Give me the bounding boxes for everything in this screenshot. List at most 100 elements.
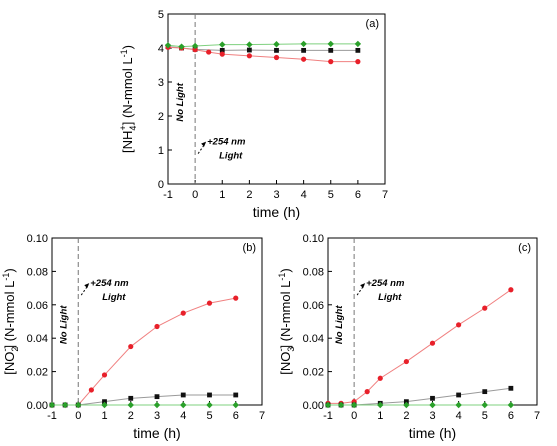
x-tick-label: 1 xyxy=(219,189,225,201)
series-3-point xyxy=(350,401,358,409)
y-tick-label: 3 xyxy=(158,77,164,89)
y-tick-label: 0.06 xyxy=(303,300,324,312)
x-axis-title: time (h) xyxy=(253,204,300,220)
series-1-point xyxy=(456,322,462,328)
series-2-point xyxy=(273,54,280,61)
x-axis-title: time (h) xyxy=(133,425,180,441)
series-3-point xyxy=(232,401,239,409)
x-tick-label: 3 xyxy=(429,410,435,422)
y-axis-title-unit: ] (N-mmol L xyxy=(278,281,293,349)
x-tick-label: 7 xyxy=(534,410,540,422)
series-3-point xyxy=(61,401,69,409)
y-axis-title-subscript: 2 xyxy=(10,347,20,352)
x-tick-label: 4 xyxy=(180,410,186,422)
light-arrow-head xyxy=(360,283,366,289)
x-tick-label: 7 xyxy=(382,189,388,201)
x-tick-label: 2 xyxy=(128,410,134,422)
light-arrow-head xyxy=(201,141,207,147)
light-annotation-line1: +254 nm xyxy=(207,137,246,148)
x-tick-label: 1 xyxy=(377,410,383,422)
y-axis-title-superscript: + xyxy=(118,125,128,130)
series-2-point xyxy=(207,392,212,398)
x-tick-label: -1 xyxy=(163,189,173,201)
series-2-point xyxy=(430,395,435,401)
panel-label: (b) xyxy=(243,242,256,254)
y-tick-label: 2 xyxy=(158,111,164,123)
series-1-line xyxy=(52,297,236,406)
series-3-point xyxy=(337,401,345,409)
series-3-point xyxy=(178,43,185,50)
chart-panel-3: -1 0 1 2 3 4 5 6 7 0.00 0.02 0.04 0.06 0.08 0.10 time (… xyxy=(276,233,540,441)
x-tick-label: 3 xyxy=(154,410,160,422)
series-2-point xyxy=(206,49,212,55)
series-1-point xyxy=(403,358,409,365)
y-axis-title-unit: ] (N-mmol L xyxy=(2,281,17,349)
y-axis-title-open: [NO xyxy=(2,352,17,375)
y-axis-title-subscript: 4 xyxy=(128,126,138,131)
y-axis-title-unit: ] (N-mmol L xyxy=(120,57,135,125)
x-tick-label: 4 xyxy=(456,410,462,422)
series-2-point xyxy=(508,385,514,391)
series-2-point xyxy=(128,395,134,401)
no-light-annotation: No Light xyxy=(334,305,345,344)
y-axis-title-superscript: - xyxy=(276,349,286,352)
y-tick-label: 1 xyxy=(158,145,164,157)
x-tick-label: -1 xyxy=(323,410,333,422)
series-1-point xyxy=(101,372,108,378)
series-3-point xyxy=(153,401,161,409)
y-tick-label: 0.00 xyxy=(303,400,324,412)
series-3-point xyxy=(507,401,515,409)
series-3-point xyxy=(101,401,108,409)
series-1-point xyxy=(482,305,488,311)
series-1-point xyxy=(429,340,436,346)
y-axis-title-open: [NH xyxy=(120,131,135,153)
y-axis-title: [NH4+] (N-mmol L-1) xyxy=(118,45,138,153)
series-3-point xyxy=(377,401,384,409)
series-2-point xyxy=(403,399,409,405)
no-light-annotation: No Light xyxy=(175,82,186,121)
y-axis-title: [NO2-] (N-mmol L-1) xyxy=(0,268,20,374)
series-2-point xyxy=(246,53,252,59)
chart-panel-2: -1 0 1 2 3 4 5 6 7 0.00 0.02 0.04 0.06 0.08 0.10 time (… xyxy=(0,233,265,441)
x-tick-label: 2 xyxy=(246,189,252,201)
series-3-point xyxy=(164,42,172,49)
series-3-point xyxy=(481,401,488,409)
x-tick-label: 0 xyxy=(192,189,198,201)
series-1-point xyxy=(301,47,307,53)
y-tick-label: 0.10 xyxy=(303,233,324,245)
series-3-point xyxy=(273,41,280,48)
light-annotation-line2: Light xyxy=(219,151,243,162)
light-annotation-line2: Light xyxy=(378,292,402,303)
x-tick-label: 6 xyxy=(508,410,514,422)
x-tick-label: 3 xyxy=(273,189,279,201)
light-arrow-head xyxy=(84,283,90,289)
series-1-point xyxy=(364,389,370,395)
series-3-point xyxy=(354,40,362,48)
series-1-point xyxy=(274,47,279,53)
series-1-point xyxy=(377,375,383,381)
series-3-point xyxy=(300,40,307,48)
y-tick-label: 0 xyxy=(158,179,164,191)
y-axis-title-unit-exponent: -1 xyxy=(1,273,11,281)
series-1-point xyxy=(180,310,186,316)
light-annotation-line2: Light xyxy=(102,292,126,303)
y-tick-label: 0.02 xyxy=(303,367,324,379)
x-tick-label: 5 xyxy=(328,189,334,201)
series-1-line xyxy=(328,289,512,404)
x-tick-label: 1 xyxy=(101,410,107,422)
x-tick-label: -1 xyxy=(47,410,57,422)
no-light-annotation: No Light xyxy=(58,305,69,344)
series-3-point xyxy=(127,401,134,409)
series-1-point xyxy=(508,287,514,293)
y-tick-label: 0.02 xyxy=(27,367,48,379)
light-annotation-line1: +254 nm xyxy=(366,278,405,289)
plot-frame xyxy=(167,13,386,185)
y-axis-title-unit-exponent: -1 xyxy=(119,49,129,57)
series-3-point xyxy=(429,401,436,409)
x-tick-label: 0 xyxy=(351,410,357,422)
y-axis-title-open: [NO xyxy=(278,352,293,375)
panel-label: (c) xyxy=(518,242,531,254)
light-annotation-line1: +254 nm xyxy=(90,278,129,289)
series-3-point xyxy=(48,401,56,409)
